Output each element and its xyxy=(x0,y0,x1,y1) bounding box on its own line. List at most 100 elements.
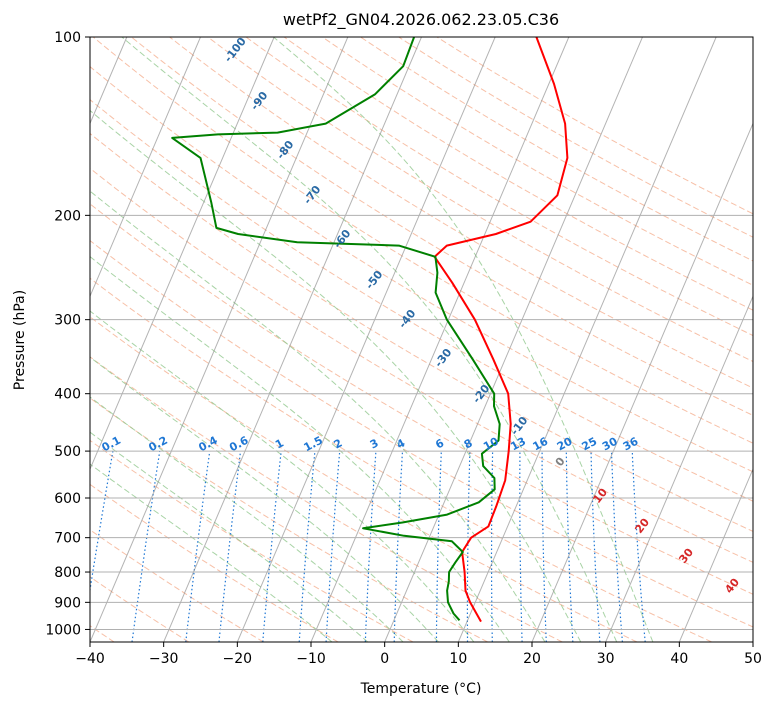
isotherm-line xyxy=(236,37,496,642)
y-tick-label: 800 xyxy=(54,565,81,581)
mixing-ratio-label: 16 xyxy=(531,435,551,454)
x-tick-label: −20 xyxy=(223,651,253,667)
moist-adiabat-line xyxy=(121,37,618,642)
dry-adiabat-line xyxy=(436,37,753,215)
x-tick-label: 10 xyxy=(449,651,467,667)
moist-adiabat-line xyxy=(90,463,333,642)
dewpoint-profile-line xyxy=(171,37,501,621)
moist-adiabat-line xyxy=(90,356,439,642)
dry-adiabat-line xyxy=(90,356,563,642)
isotherm-line xyxy=(163,37,422,642)
pressure-gridlines xyxy=(90,37,753,630)
moist-adiabat-line xyxy=(90,310,475,642)
mixing-ratio-line xyxy=(218,451,242,642)
mixing-ratio-label: 10 xyxy=(481,435,501,454)
chart-title: wetPf2_GN04.2026.062.23.05.C36 xyxy=(283,10,559,30)
moist-adiabat-line xyxy=(90,190,546,642)
isotherm-line xyxy=(678,467,753,642)
mixing-ratio-line xyxy=(364,451,377,642)
dry-adiabat-line xyxy=(90,65,753,473)
mixing-ratio-line xyxy=(590,451,601,642)
dry-adiabat-label: 40 xyxy=(722,576,742,596)
mixing-ratio-line xyxy=(490,451,494,642)
x-tick-label: 0 xyxy=(380,651,389,667)
dry-adiabat-line xyxy=(90,529,264,642)
dry-adiabat-line xyxy=(245,37,753,337)
dry-adiabat-line xyxy=(90,576,190,642)
dry-adiabat-label: -50 xyxy=(363,268,386,292)
y-tick-label: 700 xyxy=(54,531,81,547)
mixing-ratio-line xyxy=(90,450,114,594)
dry-adiabat-line xyxy=(90,99,753,502)
mixing-ratio-label: 2 xyxy=(332,436,345,451)
mixing-ratio-label: 3 xyxy=(368,436,381,451)
x-tick-label: −30 xyxy=(149,651,179,667)
mixing-ratio-line xyxy=(131,451,161,642)
dry-adiabat-line xyxy=(322,37,753,286)
dry-adiabat-label: -100 xyxy=(222,35,249,65)
dry-adiabat-line xyxy=(90,132,753,532)
x-tick-label: 50 xyxy=(744,651,762,667)
y-axis-ticks: 100 200 300 400 500 600 700 800 900 1000 xyxy=(45,30,90,638)
moist-adiabat-line xyxy=(273,37,654,642)
dry-adiabat-line xyxy=(90,316,638,642)
dry-adiabat-line xyxy=(92,37,753,444)
y-tick-label: 600 xyxy=(54,491,81,507)
x-tick-label: 40 xyxy=(670,651,688,667)
dry-adiabat-line xyxy=(207,37,753,363)
x-tick-label: 30 xyxy=(597,651,615,667)
mixing-ratio-label: 25 xyxy=(580,435,600,454)
y-tick-label: 200 xyxy=(54,208,81,224)
dry-adiabat-line xyxy=(90,239,753,628)
dry-adiabat-line xyxy=(360,37,753,262)
y-tick-label: 500 xyxy=(54,444,81,460)
background-lines xyxy=(90,37,753,642)
dry-adiabat-label: 30 xyxy=(676,546,696,566)
mixing-ratio-label: 36 xyxy=(621,435,641,454)
moist-adiabat-line xyxy=(90,431,369,642)
mixing-ratio-line xyxy=(631,451,646,642)
dry-adiabat-line xyxy=(283,37,753,311)
dry-adiabat-label: -40 xyxy=(396,307,419,331)
mixing-ratio-line xyxy=(610,451,623,642)
isotherm-line xyxy=(90,37,201,298)
dry-adiabat-line xyxy=(90,439,414,642)
isotherm-line xyxy=(384,37,643,642)
dry-adiabat-label: 0 xyxy=(553,455,568,469)
y-tick-label: 1000 xyxy=(45,622,81,638)
dry-adiabat-label: -90 xyxy=(248,89,271,113)
sounding-profiles xyxy=(171,37,569,623)
x-tick-label: 20 xyxy=(523,651,541,667)
mixing-ratio-line xyxy=(185,451,211,642)
dry-adiabat-label: -70 xyxy=(301,183,324,207)
isotherm-line xyxy=(90,37,275,471)
isotherm-line xyxy=(531,122,753,642)
mixing-ratio-line xyxy=(519,451,523,642)
dry-adiabat-line xyxy=(90,483,339,642)
dry-adiabat-line xyxy=(90,277,712,642)
isotherm-line xyxy=(752,640,753,642)
plot-frame xyxy=(89,36,754,643)
mixing-ratio-label: 1 xyxy=(273,436,286,451)
dry-adiabat-line xyxy=(169,37,753,389)
isotherm-line xyxy=(90,37,349,642)
mixing-ratio-line xyxy=(565,451,574,642)
temperature-profile-line xyxy=(433,37,569,623)
y-axis-label: Pressure (hPa) xyxy=(12,290,28,390)
moist-adiabat-line xyxy=(90,396,404,642)
y-tick-label: 300 xyxy=(54,313,81,329)
moist-adiabat-line xyxy=(90,109,582,642)
dry-adiabat-line xyxy=(131,37,753,416)
moist-adiabat-line xyxy=(90,256,510,642)
y-tick-label: 400 xyxy=(54,387,81,403)
x-tick-label: −40 xyxy=(75,651,105,667)
mixing-ratio-label: 30 xyxy=(600,435,620,454)
dry-adiabat-label: -80 xyxy=(274,138,297,162)
dry-adiabat-label: 20 xyxy=(632,516,652,536)
dry-adiabat-label: 10 xyxy=(590,486,610,506)
dry-adiabat-label: -60 xyxy=(331,227,354,251)
isotherm-line xyxy=(605,295,753,642)
mixing-ratio-line xyxy=(435,451,442,642)
dry-adiabat-line xyxy=(90,397,488,642)
